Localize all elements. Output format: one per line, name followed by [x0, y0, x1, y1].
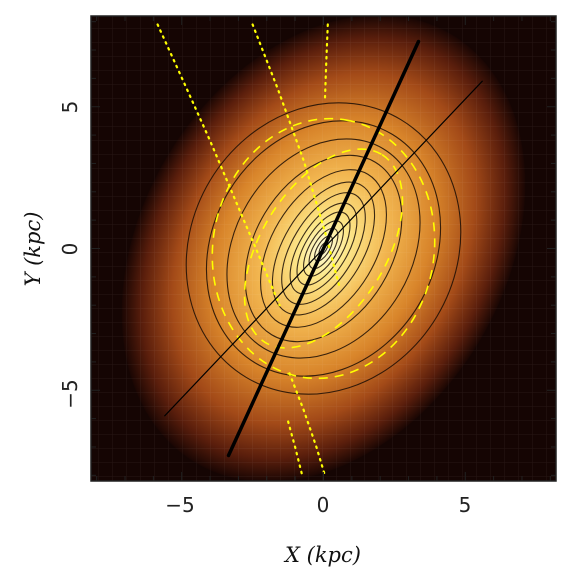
- yellow-dotted-curve: [323, 23, 329, 103]
- yellow-dashed-ellipse: [211, 117, 436, 380]
- yellow-dotted-curve: [251, 23, 341, 287]
- contour-levels: [185, 102, 462, 395]
- contour-level: [244, 154, 403, 343]
- x-axis-title: X (kpc): [283, 543, 361, 567]
- yellow-dotted-curve: [287, 420, 304, 477]
- y-axis-title: Y (kpc): [21, 212, 45, 287]
- y-tick-label-0: 0: [58, 243, 82, 256]
- axis-ticks: [91, 16, 556, 481]
- yellow-dotted-curve: [156, 23, 281, 307]
- contour-level: [226, 138, 421, 359]
- y-tick-label-neg5: −5: [58, 379, 82, 408]
- x-tick-label-0: 0: [317, 493, 330, 517]
- y-tick-label-5: 5: [58, 101, 82, 114]
- contour-level: [303, 220, 344, 277]
- contour-level: [205, 120, 442, 377]
- contour-level: [271, 181, 376, 316]
- contour-level: [289, 202, 358, 295]
- axis-lines: [164, 39, 483, 458]
- contour-level: [185, 102, 462, 395]
- contour-level: [260, 169, 387, 328]
- yellow-dotted-curve: [288, 372, 326, 477]
- contour-level: [281, 192, 366, 305]
- yellow-overlays: [156, 23, 436, 477]
- thin-black-line: [164, 80, 483, 417]
- plot-area: [91, 16, 556, 481]
- x-tick-label-neg5: −5: [165, 493, 194, 517]
- yellow-dashed-ellipse: [243, 148, 404, 349]
- contour-level: [308, 227, 339, 270]
- contour-level: [296, 211, 351, 286]
- x-tick-label-5: 5: [459, 493, 472, 517]
